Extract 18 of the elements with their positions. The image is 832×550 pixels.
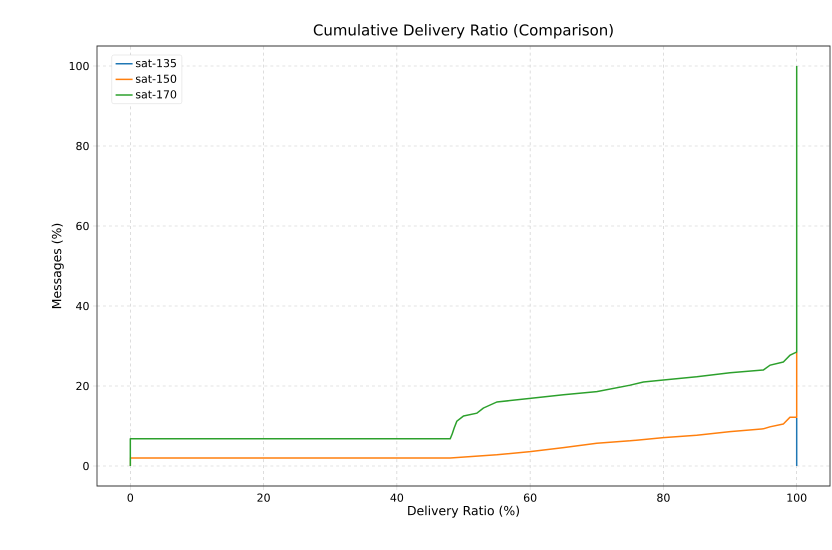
y-tick-label: 100 — [70, 62, 89, 70]
y-axis-title: Messages (%) — [52, 224, 64, 308]
x-axis-title: Delivery Ratio (%) — [408, 506, 519, 518]
legend-label: sat-150 — [136, 74, 176, 83]
x-tick-label: 80 — [657, 494, 670, 502]
legend-label: sat-170 — [136, 90, 176, 98]
y-tick-label: 0 — [83, 462, 89, 470]
y-tick-label: 60 — [76, 222, 89, 230]
x-tick-label: 60 — [524, 494, 536, 502]
x-tick-label: 40 — [390, 494, 404, 502]
x-tick-label: 100 — [787, 494, 806, 502]
x-tick-label: 0 — [128, 494, 134, 502]
legend-label: sat-135 — [136, 58, 176, 68]
y-tick-label: 20 — [76, 382, 89, 390]
x-tick-label: 20 — [257, 494, 270, 502]
chart-title: Cumulative Delivery Ratio (Comparison) — [314, 24, 613, 38]
y-tick-label: 80 — [76, 142, 89, 150]
y-tick-label: 40 — [76, 302, 89, 310]
